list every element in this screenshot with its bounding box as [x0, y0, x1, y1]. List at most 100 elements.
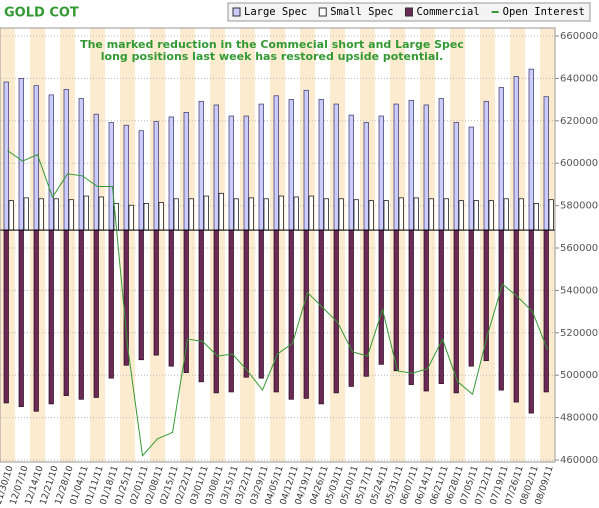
bar: [468, 126, 474, 231]
bar: [93, 113, 99, 231]
bar: [438, 229, 444, 385]
bar: [93, 229, 99, 398]
bar: [543, 96, 549, 231]
bar: [18, 77, 24, 231]
bar: [348, 229, 354, 387]
bar: [318, 99, 324, 231]
bar: [453, 122, 459, 231]
bar: [278, 195, 284, 231]
bar: [338, 198, 344, 231]
bar: [183, 111, 189, 231]
bar: [218, 192, 224, 231]
bar: [273, 95, 279, 231]
bar: [3, 229, 9, 404]
bar: [83, 195, 89, 231]
bar: [143, 203, 149, 231]
legend-label: Large Spec: [244, 6, 307, 18]
y2-tick-label: 580000: [560, 201, 598, 212]
y2-tick-label: 600000: [560, 158, 598, 169]
bar: [503, 198, 509, 231]
bar: [378, 115, 384, 231]
bar: [78, 98, 84, 231]
bar: [228, 115, 234, 231]
bar: [168, 229, 174, 367]
bar: [528, 229, 534, 414]
bar: [353, 199, 359, 231]
bar: [318, 229, 324, 405]
bar: [303, 89, 309, 231]
bar: [258, 229, 264, 379]
bar: [543, 229, 549, 393]
bar: [438, 98, 444, 231]
bar: [458, 200, 464, 231]
chart-title: GOLD COT: [4, 6, 79, 21]
y2-tick-label: 540000: [560, 285, 598, 296]
bar: [108, 229, 114, 379]
bar: [3, 81, 9, 231]
bar: [398, 197, 404, 231]
bar: [323, 198, 329, 231]
bar: [308, 195, 314, 231]
bar: [138, 130, 144, 231]
bar: [533, 203, 539, 231]
legend-label: Open Interest: [503, 6, 585, 18]
bar: [293, 196, 299, 231]
bar: [498, 87, 504, 231]
bar: [423, 104, 429, 231]
bar: [18, 229, 24, 408]
bar: [383, 200, 389, 231]
bar: [33, 85, 39, 231]
bar: [513, 76, 519, 231]
bar: [528, 68, 534, 231]
bar: [173, 198, 179, 231]
bar: [518, 198, 524, 231]
bar: [333, 229, 339, 394]
annotation: long positions last week has restored up…: [101, 50, 444, 63]
y2-tick-label: 480000: [560, 413, 598, 424]
bar: [443, 198, 449, 231]
y2-tick-label: 460000: [560, 455, 598, 466]
legend-label: Small Spec: [330, 6, 393, 18]
bar: [473, 200, 479, 231]
y2-tick-label: 640000: [560, 73, 598, 84]
bar: [248, 197, 254, 231]
bar: [363, 122, 369, 231]
bar: [428, 198, 434, 231]
bar: [198, 100, 204, 231]
bar: [153, 229, 159, 356]
bar: [498, 229, 504, 391]
bar: [203, 195, 209, 231]
bar: [548, 199, 554, 231]
bar: [123, 124, 129, 231]
y2-tick-label: 660000: [560, 31, 598, 42]
y2-tick-label: 500000: [560, 370, 598, 381]
bar: [263, 198, 269, 231]
bar: [228, 229, 234, 393]
bar: [483, 100, 489, 231]
bar: [213, 229, 219, 394]
bar: [108, 122, 114, 231]
bar: [368, 200, 374, 231]
bar: [393, 229, 399, 372]
bar: [198, 229, 204, 383]
bar: [158, 202, 164, 231]
bar: [183, 229, 189, 373]
bar: [233, 198, 239, 231]
legend-swatch: [318, 7, 327, 17]
plot-border: [0, 27, 556, 463]
bar: [38, 198, 44, 231]
bar: [413, 197, 419, 231]
bar: [288, 99, 294, 231]
bar: [8, 200, 14, 231]
bar: [348, 114, 354, 231]
bar: [378, 229, 384, 365]
bar: [68, 199, 74, 231]
line: [7, 150, 548, 457]
bar: [78, 229, 84, 400]
bar: [168, 116, 174, 231]
bar: [423, 229, 429, 392]
bar: [188, 198, 194, 231]
